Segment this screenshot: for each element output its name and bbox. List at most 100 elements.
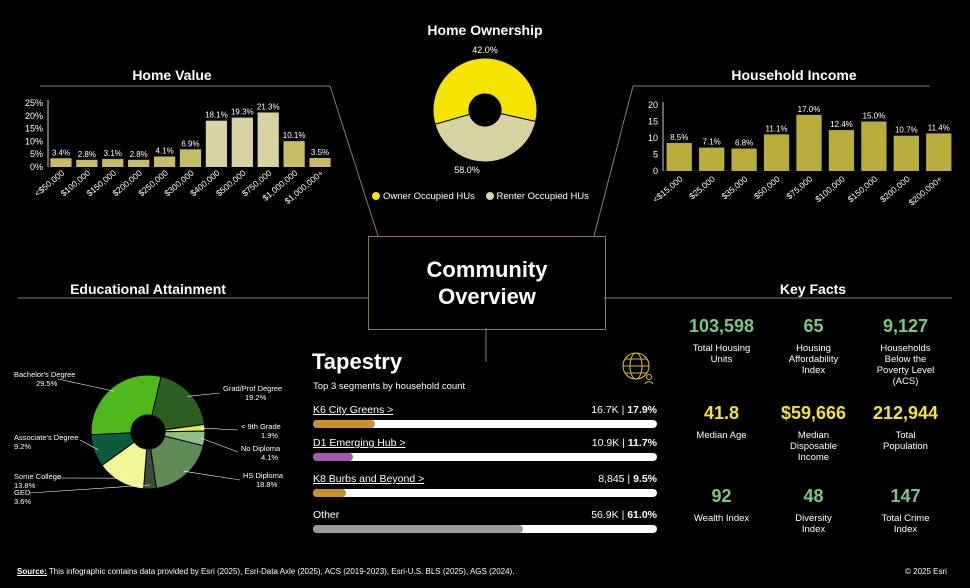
key-fact: 41.8 Median Age [674, 403, 769, 441]
edu-slice [90, 432, 135, 467]
edu-leader-line [79, 439, 99, 450]
home-ownership-chart: 42.0% 58.0% [432, 45, 538, 175]
tapestry-bar-track [313, 489, 657, 497]
tapestry-segment-count: 10.9K | 11.7% [591, 437, 657, 449]
legend-renter: Renter Occupied HUs [485, 191, 589, 202]
hi-bar [796, 114, 822, 171]
edu-pct: 3.6% [14, 497, 31, 506]
hv-bar-label: 18.1% [205, 111, 228, 120]
hv-bar-label: 4.1% [155, 147, 173, 156]
key-fact: 103,598 Total Housing Units [674, 316, 769, 365]
key-fact-value: 103,598 [688, 316, 755, 336]
hi-bar [666, 142, 692, 171]
tapestry-segment-count: 16.7K | 17.9% [591, 404, 657, 416]
tapestry-bar-fill [313, 525, 523, 533]
hi-category-label: $25,000 [687, 174, 717, 202]
edu-pct: 4.1% [261, 453, 278, 462]
hv-ytick: 20% [25, 111, 43, 121]
key-fact-value: $59,666 [780, 403, 847, 423]
edu-leader-line [57, 378, 115, 392]
key-fact-label: Total Population [883, 430, 928, 452]
key-fact-label: Diversity Index [795, 513, 832, 535]
hi-bar-label: 17.0% [798, 105, 821, 114]
hi-bar [893, 135, 919, 171]
hi-bar-label: 6.8% [735, 139, 753, 148]
edu-label: Some College [14, 472, 61, 481]
edu-label: Grad/Prof Degree [223, 384, 282, 393]
hv-bar [102, 159, 124, 167]
copyright: © 2025 Esri [905, 567, 947, 576]
tapestry-globe-icon [622, 352, 654, 385]
tapestry-title: Tapestry [312, 349, 403, 374]
key-fact: $59,666 Median Disposable Income [766, 403, 861, 463]
tapestry-bar-fill [313, 420, 375, 428]
tapestry-bar-track [313, 525, 657, 533]
edu-pct: 29.5% [36, 379, 58, 388]
center-line-2: Overview [438, 284, 536, 309]
key-fact: 65 Housing Affordability Index [766, 316, 861, 376]
hv-bar [179, 149, 202, 167]
hi-ytick: 20 [648, 100, 658, 110]
edu-slice [151, 375, 206, 431]
hi-ytick: 15 [648, 117, 658, 127]
hv-bar [283, 141, 305, 167]
tapestry-bar-fill [313, 489, 346, 497]
hv-bar [128, 159, 150, 167]
hv-bar [205, 120, 228, 167]
tapestry-segment-name[interactable]: D1 Emerging Hub > [313, 437, 406, 449]
edu-pct: 19.2% [245, 393, 267, 402]
owner-pct-label: 58.0% [454, 165, 480, 175]
hv-bar [50, 158, 72, 167]
hv-bar-label: 21.3% [257, 102, 280, 111]
key-fact-value: 147 [890, 486, 921, 506]
hi-category-label: $100,000 [813, 174, 847, 205]
key-fact-label: Median Disposable Income [790, 430, 837, 463]
edu-leader-line [200, 437, 239, 453]
renter-dot-icon [485, 192, 494, 201]
hv-bar-label: 10.1% [283, 131, 306, 140]
edu-label: No Diploma [241, 444, 281, 453]
home-ownership-legend: Owner Occupied HUs Renter Occupied HUs [372, 191, 602, 202]
tapestry-segment-name[interactable]: K6 City Greens > [313, 404, 394, 416]
hi-bar [763, 134, 790, 171]
tapestry-bar-fill [313, 453, 354, 461]
edu-label: Associate's Degree [14, 433, 78, 442]
edu-pct: 9.2% [14, 442, 31, 451]
hv-ytick: 5% [30, 149, 43, 159]
edu-slice [149, 435, 204, 489]
key-fact-label: Total Crime Index [881, 513, 930, 535]
key-fact: 212,944 Total Population [858, 403, 953, 452]
hi-category-label: <$15,000 [651, 174, 685, 205]
hi-ytick: 5 [653, 150, 658, 160]
hi-category-label: $50,000 [752, 174, 782, 202]
tapestry-bar-track [313, 420, 657, 428]
edu-slice [90, 374, 162, 436]
key-fact: 147 Total Crime Index [858, 486, 953, 535]
household-income-title: Household Income [731, 67, 857, 83]
tapestry-segment-name[interactable]: K8 Burbs and Beyond > [313, 473, 425, 485]
center-line-1: Community [426, 257, 548, 282]
key-fact-value: 92 [711, 486, 732, 506]
hv-bar-label: 19.3% [231, 108, 254, 117]
hi-bar-label: 15.0% [863, 112, 886, 121]
renter-pct-label: 42.0% [472, 45, 498, 55]
hv-bar-label: 2.8% [130, 150, 148, 159]
hi-bar-label: 7.1% [703, 138, 721, 147]
home-value-chart: 0%5%10%15%20%25%3.4%<$50,0002.8%$100,000… [25, 98, 331, 206]
key-facts-title: Key Facts [779, 281, 847, 297]
household-income-chart: 0 5 10 15 20 8.5% <$15,000 7.1% $25,000 6.8% $35,0… [648, 100, 952, 208]
key-fact: 48 Diversity Index [766, 486, 861, 535]
owner-slice [432, 57, 538, 125]
hi-bar-label: 11.4% [928, 123, 950, 132]
hv-bar-label: 6.9% [181, 139, 199, 148]
hi-bar [731, 148, 757, 171]
community-overview-box: Community Overview [368, 236, 606, 330]
edu-pct: 13.8% [14, 481, 36, 490]
home-value-title: Home Value [132, 67, 212, 83]
key-fact: 9,127 Households Below the Poverty Level … [858, 316, 953, 387]
hi-bar [699, 147, 725, 171]
key-fact-label: Housing Affordability Index [788, 343, 839, 376]
hi-bar [926, 133, 952, 171]
